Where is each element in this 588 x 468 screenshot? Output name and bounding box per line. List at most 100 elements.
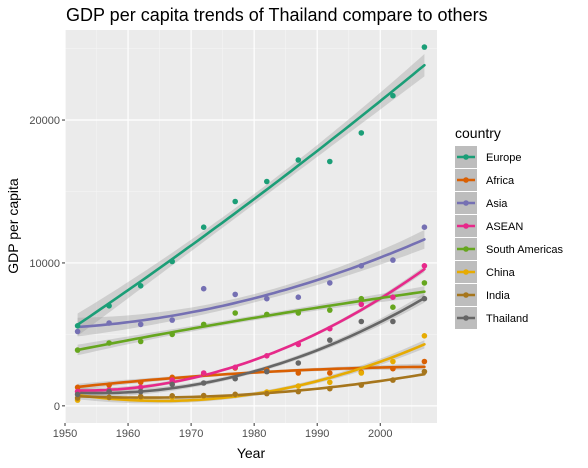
legend-point-asia [463, 200, 469, 206]
data-point-europe [327, 158, 333, 165]
data-point-asia [295, 294, 302, 301]
data-point-thailand [421, 295, 428, 302]
data-point-africa [137, 379, 144, 386]
x-axis-title: Year [237, 445, 266, 461]
x-tick-label: 1970 [179, 428, 203, 440]
data-point-thailand [358, 318, 365, 325]
data-point-asean [358, 301, 365, 308]
data-point-asean [295, 341, 302, 348]
data-point-europe [264, 178, 270, 185]
data-point-south-americas [327, 307, 333, 313]
data-point-asean [137, 384, 144, 391]
data-point-south-americas [106, 340, 112, 346]
data-point-africa [390, 365, 396, 372]
data-point-asia [358, 263, 365, 269]
legend-point-south-americas [463, 246, 469, 252]
data-point-thailand [74, 391, 81, 398]
data-point-india [169, 393, 175, 399]
legend-point-india [463, 292, 469, 298]
data-point-europe [390, 92, 396, 99]
data-point-south-americas [390, 304, 396, 311]
legend-point-africa [463, 177, 469, 183]
data-point-thailand [137, 388, 144, 395]
data-point-africa [327, 370, 333, 376]
legend-label-china: China [486, 267, 516, 279]
data-point-asean [390, 294, 396, 301]
legend-label-asean: ASEAN [486, 221, 523, 233]
data-point-thailand [295, 360, 302, 366]
data-point-europe [74, 323, 81, 329]
x-tick-label: 1980 [242, 428, 266, 440]
series-line-south-americas [76, 290, 426, 352]
data-point-thailand [327, 337, 333, 343]
series-line-europe [76, 63, 426, 326]
data-point-asean [200, 370, 207, 376]
data-point-china [295, 383, 302, 389]
data-point-asia [264, 295, 270, 302]
data-point-india [358, 382, 365, 388]
confidence-band-asia [77, 230, 425, 337]
data-point-india [295, 388, 302, 395]
legend-point-asean [463, 223, 469, 229]
data-point-china [421, 333, 428, 339]
series-line-asean [76, 267, 426, 392]
x-tick-label: 2000 [368, 428, 392, 440]
chart-title: GDP per capita trends of Thailand compar… [66, 5, 488, 25]
data-point-asia [421, 224, 428, 230]
series-line-thailand [76, 296, 426, 395]
data-point-india [390, 377, 396, 383]
legend-label-europe: Europe [486, 152, 521, 164]
data-point-china [390, 358, 396, 365]
y-tick-label: 0 [54, 401, 60, 413]
data-point-south-americas [169, 331, 175, 338]
plot-panel [65, 30, 437, 423]
data-point-china [327, 379, 333, 386]
data-point-asean [264, 353, 270, 359]
data-point-asean [232, 364, 238, 371]
data-point-india [200, 392, 207, 399]
data-point-thailand [232, 375, 238, 382]
data-point-asean [169, 377, 175, 383]
data-point-south-americas [421, 280, 428, 286]
data-point-south-americas [232, 310, 238, 316]
legend: country Europe Africa Asia ASEAN South Ameri… [455, 125, 564, 329]
data-point-europe [358, 130, 365, 136]
data-point-india [106, 394, 112, 401]
grid [64, 30, 437, 423]
data-point-thailand [390, 318, 396, 325]
data-point-india [137, 393, 144, 400]
data-point-india [327, 385, 333, 392]
legend-label-india: India [486, 290, 511, 302]
series-lines [76, 63, 426, 403]
data-point-europe [232, 198, 238, 205]
legend-point-europe [463, 154, 469, 160]
data-point-south-americas [295, 310, 302, 316]
legend-label-africa: Africa [486, 175, 515, 187]
data-point-asia [232, 291, 238, 298]
legend-title: country [455, 125, 501, 141]
data-point-south-americas [74, 347, 81, 353]
legend-label-asia: Asia [486, 198, 508, 210]
data-point-europe [200, 224, 207, 230]
data-point-asean [327, 325, 333, 332]
data-point-south-americas [137, 338, 144, 345]
data-point-china [358, 370, 365, 376]
legend-label-thailand: Thailand [486, 313, 528, 325]
data-point-asia [327, 280, 333, 286]
legend-label-south-americas: South Americas [486, 244, 564, 256]
series-line-asia [76, 238, 426, 329]
data-point-asia [169, 317, 175, 323]
data-point-india [421, 368, 428, 375]
data-point-africa [106, 382, 112, 388]
data-point-india [264, 390, 270, 397]
x-tick-label: 1950 [53, 428, 77, 440]
data-point-europe [421, 44, 428, 50]
x-tick-label: 1990 [305, 428, 329, 440]
y-tick-label: 10000 [29, 258, 60, 270]
data-point-asean [421, 263, 428, 269]
data-point-europe [295, 157, 302, 163]
data-point-thailand [169, 381, 175, 388]
series-layer [74, 44, 428, 404]
